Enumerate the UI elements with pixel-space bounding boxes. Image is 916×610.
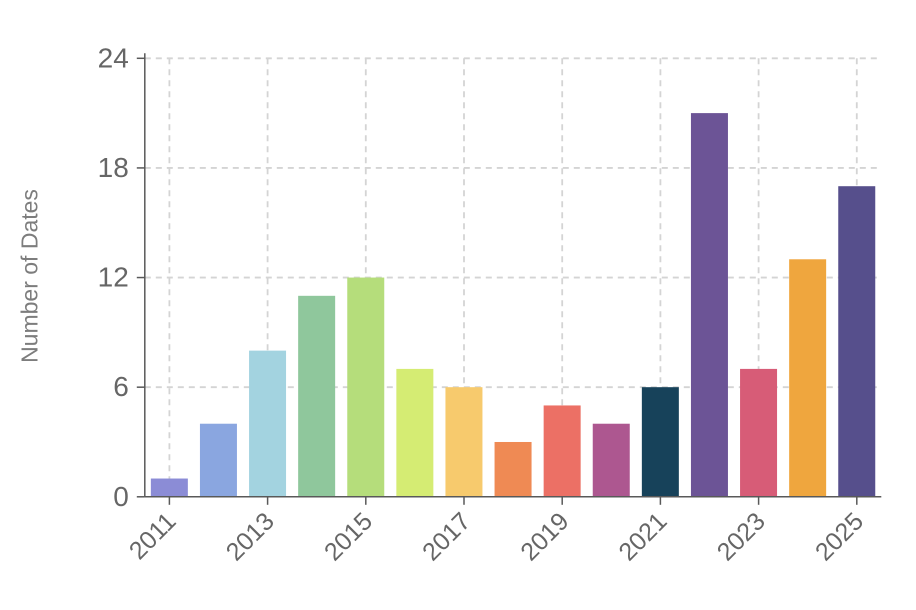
svg-text:2011: 2011 <box>124 507 182 565</box>
svg-text:0: 0 <box>113 481 129 512</box>
svg-text:2017: 2017 <box>417 507 476 566</box>
svg-text:6: 6 <box>113 371 129 402</box>
svg-text:18: 18 <box>98 152 129 183</box>
svg-text:2019: 2019 <box>515 507 574 566</box>
svg-text:12: 12 <box>98 262 129 293</box>
svg-text:2023: 2023 <box>712 507 771 566</box>
svg-text:2021: 2021 <box>614 507 673 566</box>
svg-text:24: 24 <box>98 42 129 73</box>
svg-text:2015: 2015 <box>319 507 378 566</box>
svg-text:2013: 2013 <box>221 507 280 566</box>
svg-text:2025: 2025 <box>810 507 869 566</box>
